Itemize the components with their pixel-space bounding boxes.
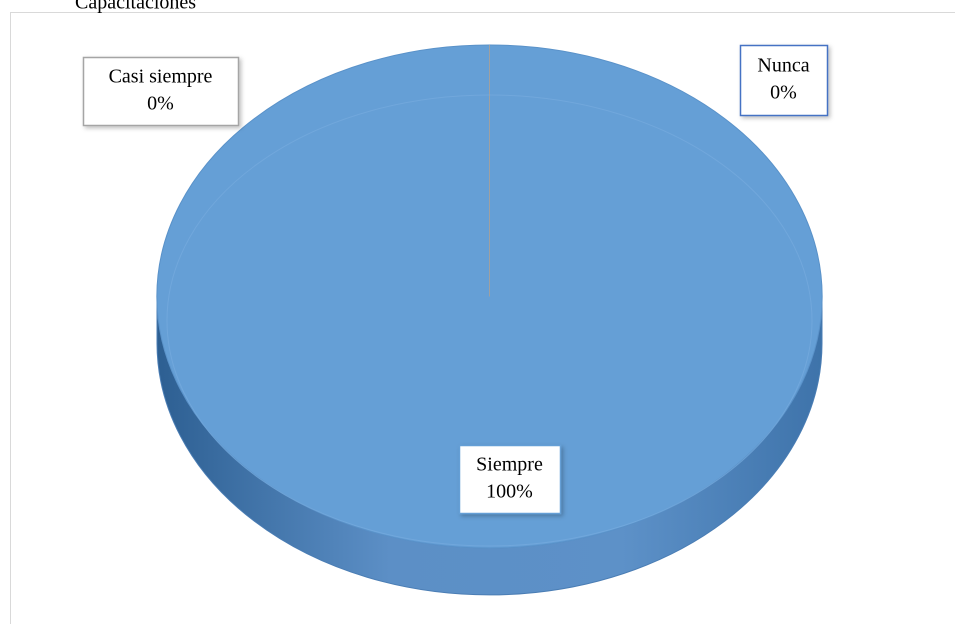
label-value: 0% (770, 82, 797, 104)
label-box (739, 44, 829, 117)
labels: Siempre 100% Casi siempre 0% Nunca 0% (82, 44, 829, 515)
label-box (458, 444, 562, 515)
pie (156, 44, 823, 596)
label-category: Nunca (757, 55, 809, 77)
label-value: 100% (486, 481, 533, 503)
chart-title: Capacitaciones (75, 0, 196, 14)
top-bevel (166, 94, 813, 547)
label-value: 0% (147, 93, 174, 115)
label-category: Casi siempre (109, 66, 213, 88)
label-category: Siempre (476, 454, 543, 476)
label-box (82, 56, 240, 127)
title-background (60, 0, 260, 12)
